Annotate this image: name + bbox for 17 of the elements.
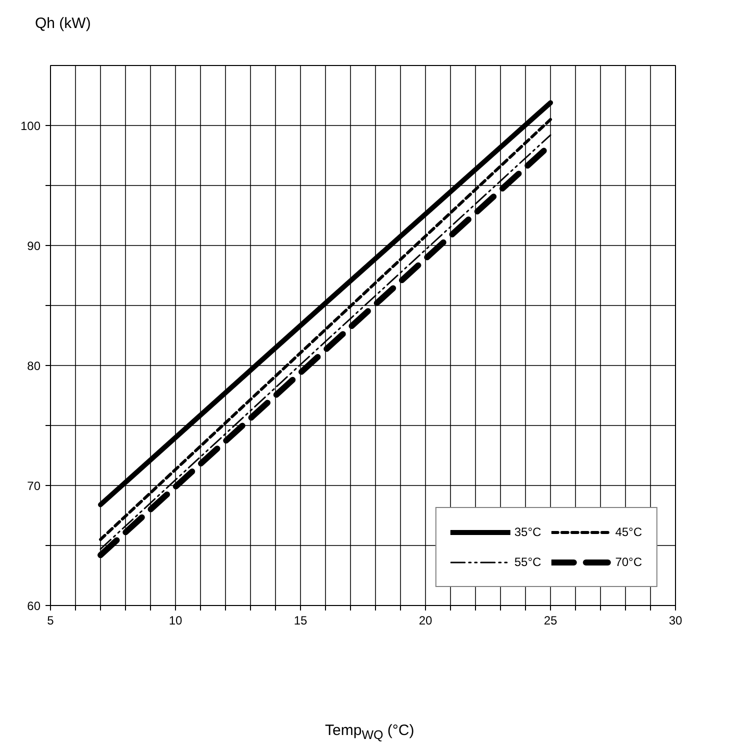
legend-label: 35°C: [514, 525, 542, 539]
text: Temp$_{WQ}$ (°C): [325, 722, 414, 742]
y-axis-title: Qh (kW): [35, 15, 91, 32]
legend-label: 45°C: [615, 525, 642, 539]
x-tick-label: 20: [418, 614, 432, 628]
y-tick-label: 60: [27, 599, 41, 613]
y-tick-label: 90: [27, 239, 41, 253]
x-tick-label: 5: [47, 614, 54, 628]
y-tick-label: 70: [27, 479, 41, 493]
legend-label: 55°C: [514, 555, 542, 569]
x-tick-label: 25: [544, 614, 558, 628]
x-tick-label: 15: [294, 614, 308, 628]
y-tick-label: 100: [20, 119, 41, 133]
x-tick-label: 10: [168, 614, 182, 628]
legend-label: 70°C: [615, 555, 642, 569]
x-tick-label: 30: [668, 614, 682, 628]
y-tick-label: 80: [27, 359, 41, 373]
